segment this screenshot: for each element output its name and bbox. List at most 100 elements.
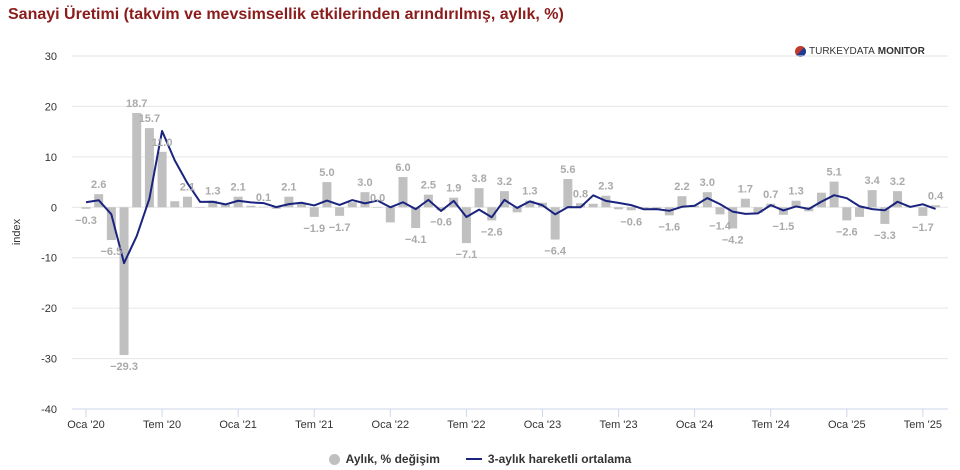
data-label: 2.3 [598, 181, 613, 193]
data-label: −6.4 [544, 246, 567, 258]
bar [106, 207, 116, 241]
y-tick-label: 20 [45, 101, 57, 113]
data-label: −4.1 [405, 234, 427, 246]
data-label: 5.0 [319, 167, 334, 179]
data-label: 2.2 [674, 181, 689, 193]
legend-line-symbol [465, 458, 482, 460]
data-label: 1.3 [205, 186, 220, 198]
data-label: 3.2 [497, 176, 512, 188]
bar [144, 128, 154, 208]
data-label: 3.2 [890, 176, 905, 188]
bar [525, 200, 535, 208]
data-label: 0.0 [370, 192, 385, 204]
bar [398, 177, 408, 208]
data-label: 3.4 [865, 175, 881, 187]
bar [614, 207, 624, 210]
bar [854, 207, 864, 217]
y-tick-label: -30 [41, 354, 57, 366]
data-label: 1.7 [738, 184, 753, 196]
x-tick-label: Tem '20 [143, 419, 181, 431]
bar [132, 112, 142, 208]
chart-title: Sanayi Üretimi (takvim ve mevsimsellik e… [8, 6, 564, 23]
x-tick-label: Tem '21 [295, 419, 333, 431]
data-label: 2.1 [231, 182, 246, 194]
legend-item-line[interactable]: 3-aylık hareketli ortalama [465, 452, 631, 466]
bar [119, 207, 129, 356]
data-label: 5.1 [826, 167, 841, 179]
x-tick-label: Tem '25 [904, 419, 942, 431]
legend-bar-symbol [328, 453, 340, 465]
bar [588, 203, 598, 208]
bar [791, 200, 801, 208]
bar [842, 207, 852, 221]
data-label: −1.4 [709, 220, 732, 232]
data-label: 11.0 [152, 137, 173, 149]
data-label: 5.6 [560, 164, 575, 176]
bar [563, 179, 573, 208]
y-tick-label: 10 [45, 152, 57, 164]
bar [233, 196, 243, 208]
x-tick-label: Oca '20 [67, 419, 105, 431]
data-label: −0.3 [75, 215, 97, 227]
bar [626, 207, 636, 211]
logo-icon [795, 46, 806, 57]
data-label: −7.1 [456, 249, 478, 261]
bar [461, 207, 471, 244]
x-tick-label: Oca '24 [676, 419, 714, 431]
data-label: 1.9 [446, 183, 461, 195]
bar [220, 204, 230, 208]
y-axis-title: index [11, 218, 23, 245]
bar [246, 205, 256, 208]
bar [170, 201, 180, 208]
bar [436, 207, 446, 211]
bar [297, 202, 307, 208]
x-tick-label: Oca '25 [828, 419, 866, 431]
bar [550, 207, 560, 240]
bar [702, 192, 712, 208]
brand-logo: TURKEYDATA MONITOR [795, 46, 925, 57]
data-label: −3.3 [874, 230, 896, 242]
y-tick-label: -20 [41, 303, 57, 315]
data-label: −0.6 [620, 216, 642, 228]
x-tick-label: Tem '24 [752, 419, 790, 431]
data-label: 2.1 [281, 182, 296, 194]
bar [512, 207, 522, 213]
bar [652, 207, 662, 209]
bar [259, 206, 269, 208]
bar [182, 196, 192, 208]
bar [195, 207, 205, 208]
y-tick-label: -10 [41, 253, 57, 265]
data-label: 6.0 [395, 162, 410, 174]
bar [81, 207, 91, 209]
bar [157, 151, 167, 208]
y-tick-label: -40 [41, 404, 57, 416]
bar [373, 207, 383, 208]
data-label: 1.3 [788, 186, 803, 198]
bar [208, 200, 218, 208]
x-tick-label: Oca '21 [219, 419, 257, 431]
y-tick-label: 30 [45, 51, 57, 63]
x-tick-label: Tem '22 [447, 419, 485, 431]
data-label: 2.1 [180, 182, 195, 194]
bar [728, 207, 738, 229]
data-label: 3.8 [471, 173, 486, 185]
bar [639, 207, 649, 209]
moving-average-line [85, 129, 936, 265]
legend-item-bars[interactable]: Aylık, % değişim [328, 452, 440, 466]
data-label: 18.7 [126, 98, 147, 110]
data-label: 2.6 [91, 179, 106, 191]
data-label: −2.6 [481, 226, 503, 238]
data-label: 0.1 [256, 192, 271, 204]
data-label: 0.8 [573, 188, 588, 200]
bar [347, 202, 357, 208]
data-label: −6.5 [101, 246, 123, 258]
bar [474, 188, 484, 208]
bar [753, 207, 763, 213]
data-label: 3.0 [357, 177, 372, 189]
bar [309, 207, 319, 217]
bar [487, 207, 497, 221]
data-label: −1.7 [329, 222, 351, 234]
data-label: −1.9 [303, 223, 325, 235]
